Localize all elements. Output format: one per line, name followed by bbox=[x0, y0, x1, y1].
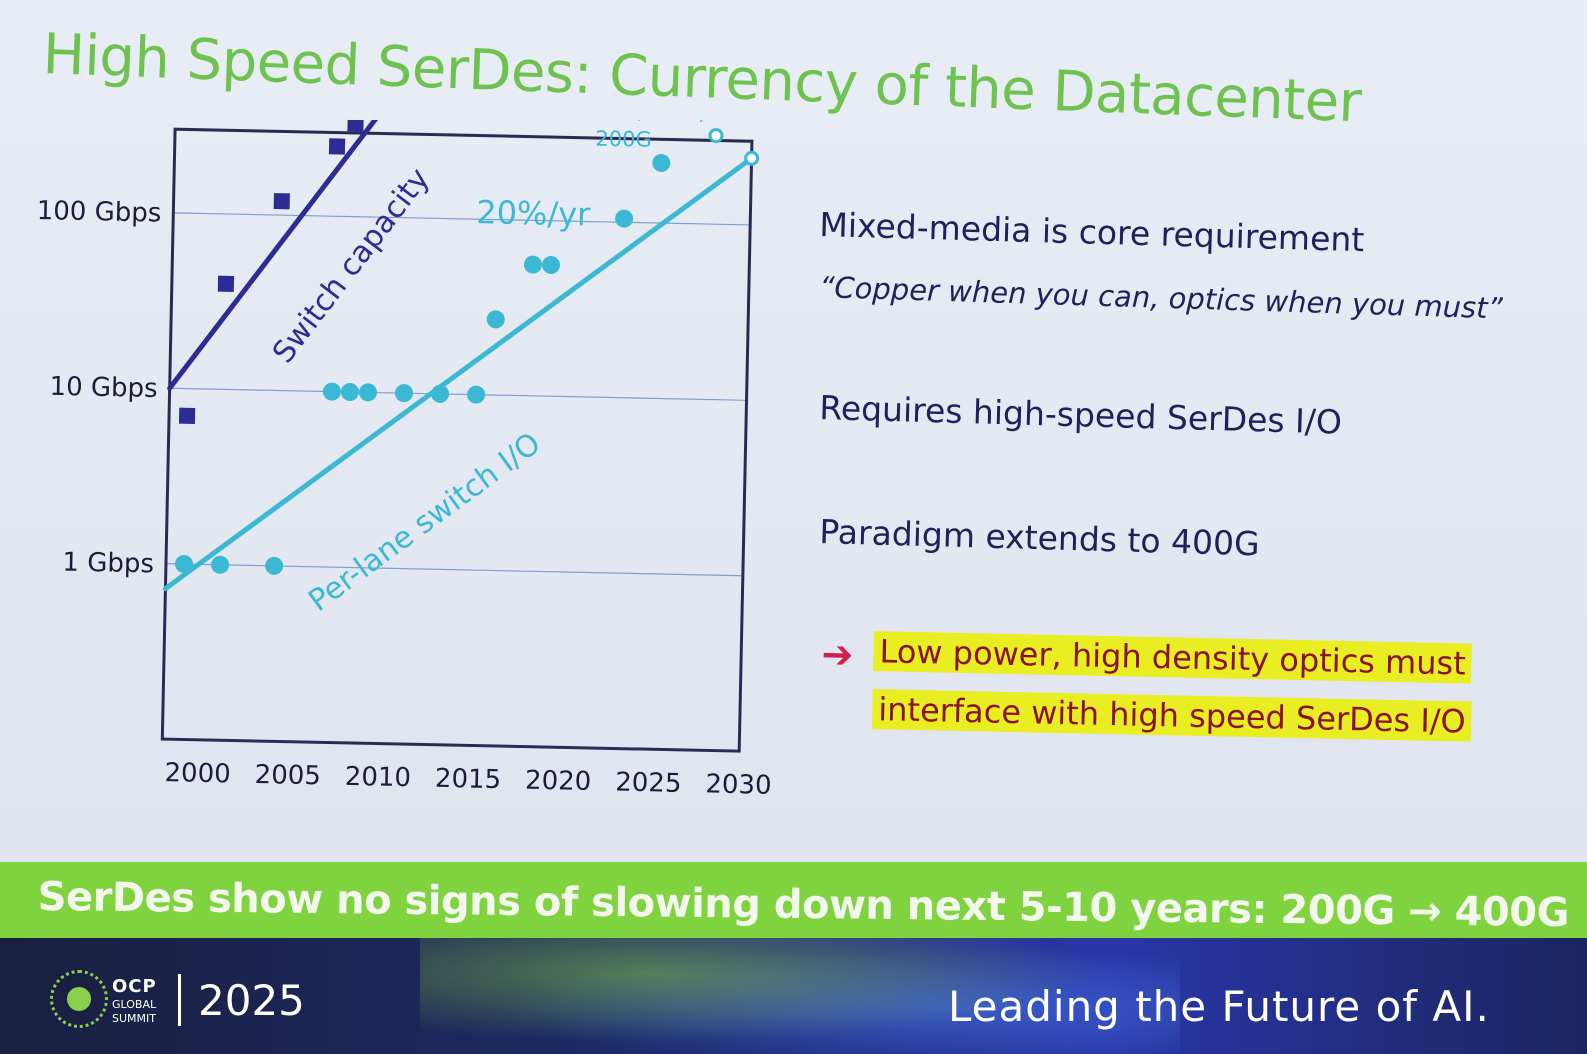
x-tick-label-3: 2015 bbox=[435, 764, 502, 795]
lane-point-8 bbox=[467, 385, 486, 404]
lane-point-7 bbox=[431, 384, 450, 403]
lane-point-2 bbox=[265, 556, 284, 575]
lane-point-3 bbox=[322, 382, 341, 401]
trend-line-1 bbox=[162, 155, 755, 592]
switch-point-2 bbox=[273, 193, 290, 210]
lane-point-1 bbox=[211, 555, 230, 574]
gridline-0 bbox=[165, 563, 743, 577]
plot-frame bbox=[160, 127, 754, 753]
logo-ocp-text: OCP bbox=[112, 976, 157, 997]
x-tick-label-2: 2010 bbox=[345, 762, 412, 793]
footer-sparkle bbox=[420, 938, 1180, 1054]
lane-point-4 bbox=[340, 383, 359, 402]
lane-point-0 bbox=[175, 555, 194, 574]
bottom-banner: SerDes show no signs of slowing down nex… bbox=[0, 862, 1587, 938]
y-tick-label-0: 1 Gbps bbox=[62, 547, 154, 579]
point-label-1-13: 200G bbox=[595, 127, 652, 152]
lane-point-10 bbox=[523, 255, 542, 274]
lane-point-9 bbox=[486, 310, 505, 329]
series-name-0: Switch capacity bbox=[266, 162, 437, 370]
trend-line-0 bbox=[167, 120, 766, 391]
footer: OCP GLOBAL SUMMIT 2025 Leading the Futur… bbox=[0, 938, 1587, 1054]
right-arrow-icon: ➔ bbox=[821, 631, 854, 677]
lane-point-6 bbox=[395, 384, 414, 403]
growth-label-1: 20%/yr bbox=[476, 193, 592, 233]
switch-point-0 bbox=[178, 407, 196, 424]
y-tick-label-2: 100 Gbps bbox=[36, 196, 161, 229]
series-name-1: Per-lane switch I/O bbox=[302, 426, 547, 619]
lane-point-12 bbox=[615, 209, 634, 228]
switch-point-1 bbox=[217, 275, 235, 292]
ocp-logo-icon bbox=[50, 970, 108, 1028]
footer-divider bbox=[178, 974, 181, 1026]
y-tick-label-1: 10 Gbps bbox=[49, 372, 158, 404]
logo-sub-summit: SUMMIT bbox=[112, 1012, 156, 1025]
banner-text: SerDes show no signs of slowing down nex… bbox=[37, 874, 1570, 937]
logo-sub-global: GLOBAL bbox=[112, 998, 157, 1011]
point-label-1-14: (400G) bbox=[633, 120, 706, 124]
gridline-2 bbox=[173, 212, 751, 226]
switch-point-4 bbox=[347, 120, 364, 132]
switch-point-3 bbox=[328, 138, 346, 155]
footer-tagline: Leading the Future of AI. bbox=[948, 982, 1490, 1031]
lane-point-13 bbox=[652, 153, 671, 172]
x-tick-label-6: 2030 bbox=[705, 769, 772, 800]
x-tick-label-1: 2005 bbox=[254, 760, 321, 791]
gridline-1 bbox=[169, 387, 747, 401]
x-tick-label-5: 2025 bbox=[615, 768, 682, 799]
lane-point-11 bbox=[541, 255, 560, 274]
lane-point-14 bbox=[708, 128, 724, 144]
x-tick-label-4: 2020 bbox=[525, 766, 592, 797]
lane-point-15 bbox=[744, 150, 760, 166]
x-tick-label-0: 2000 bbox=[164, 758, 231, 789]
lane-point-5 bbox=[358, 383, 377, 402]
footer-year: 2025 bbox=[198, 976, 305, 1025]
